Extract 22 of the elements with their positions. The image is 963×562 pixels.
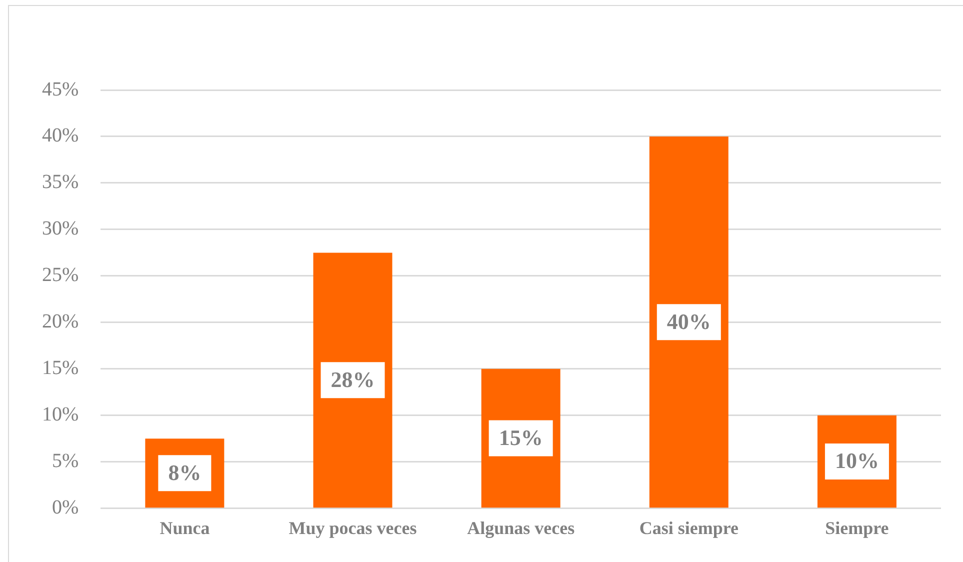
y-tick-label: 25% (42, 264, 79, 286)
x-tick-label: Casi siempre (639, 518, 738, 538)
y-tick-label: 40% (42, 124, 79, 147)
bar (649, 136, 728, 508)
x-tick-label: Algunas veces (467, 518, 575, 538)
y-tick-label: 45% (42, 78, 79, 100)
data-label: 10% (834, 448, 879, 474)
data-label: 15% (498, 424, 543, 450)
y-tick-label: 30% (42, 218, 79, 240)
x-tick-label: Siempre (825, 518, 889, 538)
x-tick-label: Muy pocas veces (288, 518, 417, 538)
y-tick-label: 5% (52, 450, 79, 472)
bar (313, 252, 392, 508)
y-tick-label: 0% (52, 496, 79, 519)
y-tick-label: 15% (42, 357, 79, 380)
data-label: 28% (330, 366, 375, 392)
y-tick-label: 10% (42, 404, 79, 426)
data-label: 8% (168, 460, 202, 485)
y-tick-label: 35% (42, 171, 79, 194)
data-label: 40% (666, 308, 711, 334)
x-tick-label: Nunca (160, 518, 210, 538)
y-tick-label: 20% (42, 310, 79, 333)
